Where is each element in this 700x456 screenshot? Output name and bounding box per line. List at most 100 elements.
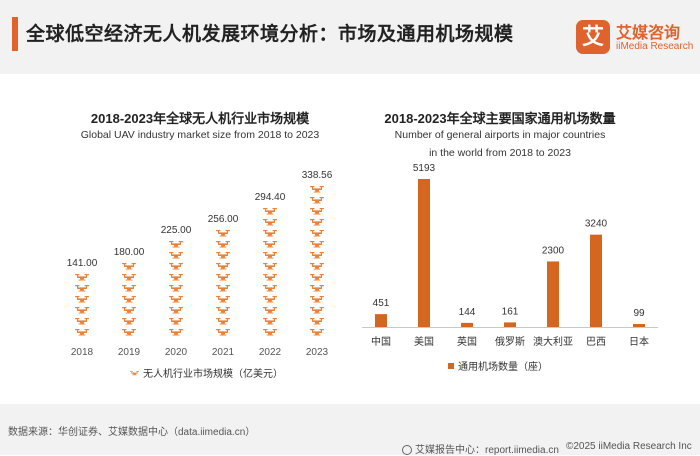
- report-center: 艾媒报告中心：report.iimedia.cn: [402, 441, 559, 456]
- legend: [130, 371, 139, 376]
- bar-澳大利亚: [547, 261, 559, 327]
- drone-icon: [310, 252, 324, 259]
- value-label: 180.00: [114, 247, 145, 258]
- bar-俄罗斯: [504, 322, 516, 327]
- chart2-subtitle-line2: in the world from 2018 to 2023: [429, 147, 571, 159]
- value-label: 451: [373, 298, 390, 309]
- chart1-title: 2018-2023年全球无人机行业市场规模: [90, 111, 310, 126]
- value-label: 144: [459, 307, 476, 318]
- logo-mark: 艾: [576, 20, 610, 54]
- data-source: 数据来源：华创证券、艾媒数据中心（data.iimedia.cn）: [8, 427, 256, 438]
- legend-drone-icon: [130, 371, 139, 376]
- drone-icon: [263, 318, 277, 325]
- drone-icon: [169, 252, 183, 259]
- drone-icon: [75, 329, 89, 336]
- value-label: 141.00: [67, 258, 98, 269]
- bar-2019: [122, 263, 136, 336]
- chart2-subtitle-line1: Number of general airports in major coun…: [394, 129, 606, 141]
- drone-icon: [310, 230, 324, 237]
- content-area: 2018-2023年全球无人机行业市场规模 Global UAV industr…: [0, 74, 700, 404]
- x-tick-label: 2018: [71, 347, 94, 358]
- bar-中国: [375, 314, 387, 327]
- drone-icon: [216, 274, 230, 281]
- drone-icon: [263, 274, 277, 281]
- legend-swatch: [448, 363, 454, 369]
- drone-icon: [216, 263, 230, 270]
- value-label: 256.00: [208, 214, 239, 225]
- drone-icon: [122, 263, 136, 270]
- logo-english-name: iiMedia Research: [616, 41, 694, 52]
- drone-icon: [216, 296, 230, 303]
- general-airports-chart: 451 中国 5193 美国 144 英国 161 俄罗斯 2300 澳大利亚 3240 巴西 99 日本…: [362, 163, 658, 373]
- value-label: 5193: [413, 163, 436, 174]
- drone-icon: [263, 307, 277, 314]
- drone-icon: [310, 263, 324, 270]
- x-tick-label: 2020: [165, 347, 188, 358]
- drone-icon: [75, 274, 89, 281]
- drone-icon: [263, 241, 277, 248]
- drone-icon: [216, 285, 230, 292]
- drone-icon: [75, 285, 89, 292]
- drone-icon: [75, 296, 89, 303]
- drone-icon: [216, 318, 230, 325]
- x-tick-label: 巴西: [586, 336, 606, 348]
- drone-icon: [122, 285, 136, 292]
- drone-icon: [310, 329, 324, 336]
- drone-icon: [216, 230, 230, 237]
- drone-icon: [216, 241, 230, 248]
- iimedia-logo: 艾 艾媒咨询 iiMedia Research: [576, 18, 694, 58]
- report-center-text: 艾媒报告中心：report.iimedia.cn: [415, 445, 559, 456]
- drone-icon: [310, 296, 324, 303]
- x-tick-label: 澳大利亚: [533, 335, 573, 348]
- x-tick-label: 日本: [629, 335, 649, 348]
- bar-2021: [216, 230, 230, 336]
- drone-icon: [169, 241, 183, 248]
- drone-icon: [122, 296, 136, 303]
- copyright: ©2025 iiMedia Research Inc: [566, 441, 692, 452]
- drone-icon: [263, 263, 277, 270]
- drone-icon: [75, 318, 89, 325]
- drone-icon: [310, 318, 324, 325]
- x-tick-label: 2019: [118, 347, 141, 358]
- uav-market-size-chart: 141.00 2018 180.00 2019 225.00 2020 256.00 2021…: [67, 170, 333, 380]
- drone-icon: [263, 285, 277, 292]
- value-label: 3240: [585, 219, 608, 230]
- drone-icon: [169, 307, 183, 314]
- drone-icon: [169, 274, 183, 281]
- x-tick-label: 俄罗斯: [495, 335, 525, 348]
- drone-icon: [310, 197, 324, 204]
- drone-icon: [310, 186, 324, 193]
- chart1-subtitle: Global UAV industry market size from 201…: [80, 129, 320, 141]
- drone-icon: [169, 263, 183, 270]
- x-tick-label: 2021: [212, 347, 235, 358]
- drone-icon: [310, 274, 324, 281]
- bar-英国: [461, 322, 473, 327]
- drone-icon: [310, 285, 324, 292]
- value-label: 294.40: [255, 192, 286, 203]
- footer-bar: 数据来源：华创证券、艾媒数据中心（data.iimedia.cn） 艾媒报告中心…: [0, 404, 700, 456]
- page-title: 全球低空经济无人机发展环境分析：市场及通用机场规模: [26, 24, 514, 45]
- report-center-icon: [402, 445, 412, 455]
- drone-icon: [75, 307, 89, 314]
- drone-icon: [263, 252, 277, 259]
- bar-2020: [169, 241, 183, 336]
- drone-icon: [310, 241, 324, 248]
- bar-巴西: [590, 234, 602, 327]
- bar-2018: [75, 274, 89, 336]
- title-accent-bar: [12, 17, 18, 51]
- x-tick-label: 英国: [457, 335, 477, 348]
- value-label: 338.56: [302, 170, 333, 181]
- drone-icon: [216, 252, 230, 259]
- header-bar: 全球低空经济无人机发展环境分析：市场及通用机场规模 艾 艾媒咨询 iiMedia…: [0, 0, 700, 74]
- drone-icon: [169, 329, 183, 336]
- x-tick-label: 2023: [306, 347, 329, 358]
- logo-chinese-name: 艾媒咨询: [616, 25, 681, 42]
- value-label: 225.00: [161, 225, 192, 236]
- legend-label: 无人机行业市场规模（亿美元）: [143, 367, 283, 380]
- drone-icon: [263, 296, 277, 303]
- bar-美国: [418, 179, 430, 327]
- bar-日本: [633, 324, 645, 327]
- drone-icon: [216, 329, 230, 336]
- bar-2022: [263, 208, 277, 336]
- legend-label: 通用机场数量（座）: [458, 360, 548, 373]
